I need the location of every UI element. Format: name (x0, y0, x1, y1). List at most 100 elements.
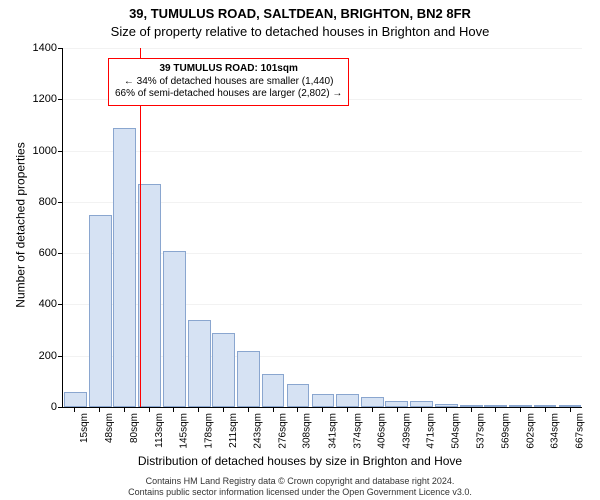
x-tick-mark (223, 407, 224, 412)
x-tick-holder: 113sqm (144, 413, 154, 453)
x-tick-holder: 243sqm (243, 413, 253, 453)
x-tick-label: 471sqm (426, 413, 437, 449)
x-tick-mark (248, 407, 249, 412)
x-tick-label: 341sqm (327, 413, 338, 449)
histogram-bar (89, 215, 112, 407)
x-tick-label: 504sqm (451, 413, 462, 449)
grid-line (63, 48, 582, 49)
x-tick-label: 406sqm (377, 413, 388, 449)
y-tick-mark (58, 151, 63, 152)
x-tick-mark (471, 407, 472, 412)
x-tick-holder: 341sqm (317, 413, 327, 453)
y-tick-mark (58, 356, 63, 357)
chart-wrapper: 39, TUMULUS ROAD, SALTDEAN, BRIGHTON, BN… (0, 0, 600, 500)
x-tick-mark (545, 407, 546, 412)
x-tick-holder: 602sqm (515, 413, 525, 453)
y-tick-mark (58, 407, 63, 408)
x-tick-label: 113sqm (154, 413, 165, 448)
y-tick-mark (58, 304, 63, 305)
x-tick-mark (495, 407, 496, 412)
x-tick-holder: 145sqm (168, 413, 178, 453)
x-tick-mark (520, 407, 521, 412)
y-tick-mark (58, 202, 63, 203)
x-tick-holder: 569sqm (490, 413, 500, 453)
x-tick-label: 145sqm (178, 413, 189, 449)
x-tick-mark (297, 407, 298, 412)
x-tick-label: 667sqm (575, 413, 586, 449)
x-tick-holder: 374sqm (342, 413, 352, 453)
x-tick-label: 80sqm (129, 413, 140, 443)
x-tick-holder: 471sqm (416, 413, 426, 453)
histogram-bar (237, 351, 260, 407)
histogram-bar (188, 320, 211, 407)
annotation-line-3: 66% of semi-detached houses are larger (… (115, 88, 342, 101)
x-tick-mark (273, 407, 274, 412)
annotation-box: 39 TUMULUS ROAD: 101sqm ← 34% of detache… (108, 58, 349, 106)
x-tick-holder: 211sqm (218, 413, 228, 453)
y-tick-mark (58, 99, 63, 100)
x-tick-label: 602sqm (525, 413, 536, 449)
x-tick-label: 308sqm (302, 413, 313, 449)
plot-area: 020040060080010001200140015sqm48sqm80sqm… (62, 48, 582, 408)
x-tick-label: 15sqm (79, 413, 90, 443)
x-tick-mark (446, 407, 447, 412)
x-tick-label: 439sqm (402, 413, 413, 449)
license-line-2: Contains public sector information licen… (0, 487, 600, 498)
histogram-bar (287, 384, 310, 407)
histogram-bar (312, 394, 335, 407)
histogram-bar (212, 333, 235, 407)
annotation-line-1: 39 TUMULUS ROAD: 101sqm (115, 63, 342, 76)
y-tick-mark (58, 48, 63, 49)
x-tick-label: 243sqm (253, 413, 264, 449)
x-tick-label: 276sqm (278, 413, 289, 449)
x-tick-holder: 439sqm (392, 413, 402, 453)
license-text: Contains HM Land Registry data © Crown c… (0, 476, 600, 498)
y-tick-mark (58, 253, 63, 254)
x-tick-mark (124, 407, 125, 412)
x-tick-label: 374sqm (352, 413, 363, 449)
histogram-bar (163, 251, 186, 407)
x-tick-label: 48sqm (104, 413, 115, 443)
histogram-bar (113, 128, 136, 408)
x-tick-holder: 537sqm (466, 413, 476, 453)
x-tick-mark (198, 407, 199, 412)
y-axis-label: Number of detached properties (14, 142, 28, 307)
x-tick-holder: 634sqm (540, 413, 550, 453)
x-tick-mark (173, 407, 174, 412)
x-tick-mark (372, 407, 373, 412)
y-axis-label-wrap: Number of detached properties (14, 50, 28, 400)
title-line-1: 39, TUMULUS ROAD, SALTDEAN, BRIGHTON, BN… (0, 6, 600, 21)
x-tick-label: 211sqm (228, 413, 239, 448)
x-tick-mark (397, 407, 398, 412)
x-tick-mark (570, 407, 571, 412)
x-tick-mark (421, 407, 422, 412)
histogram-bar (361, 397, 384, 407)
x-tick-holder: 406sqm (367, 413, 377, 453)
x-tick-mark (74, 407, 75, 412)
x-tick-label: 569sqm (500, 413, 511, 449)
x-tick-label: 634sqm (550, 413, 561, 449)
x-tick-label: 537sqm (476, 413, 487, 449)
x-tick-mark (99, 407, 100, 412)
x-tick-holder: 178sqm (193, 413, 203, 453)
license-line-1: Contains HM Land Registry data © Crown c… (0, 476, 600, 487)
x-axis-label: Distribution of detached houses by size … (0, 454, 600, 468)
annotation-line-2: ← 34% of detached houses are smaller (1,… (115, 76, 342, 89)
histogram-bar (64, 392, 87, 407)
histogram-bar (336, 394, 359, 407)
x-tick-mark (347, 407, 348, 412)
x-tick-mark (149, 407, 150, 412)
x-tick-holder: 308sqm (292, 413, 302, 453)
histogram-bar (262, 374, 285, 407)
x-tick-mark (322, 407, 323, 412)
histogram-bar (138, 184, 161, 407)
x-tick-holder: 80sqm (119, 413, 129, 453)
x-tick-holder: 276sqm (268, 413, 278, 453)
x-tick-holder: 667sqm (565, 413, 575, 453)
x-tick-holder: 48sqm (94, 413, 104, 453)
x-tick-holder: 15sqm (69, 413, 79, 453)
x-tick-label: 178sqm (203, 413, 214, 449)
grid-line (63, 151, 582, 152)
title-line-2: Size of property relative to detached ho… (0, 24, 600, 39)
x-tick-holder: 504sqm (441, 413, 451, 453)
